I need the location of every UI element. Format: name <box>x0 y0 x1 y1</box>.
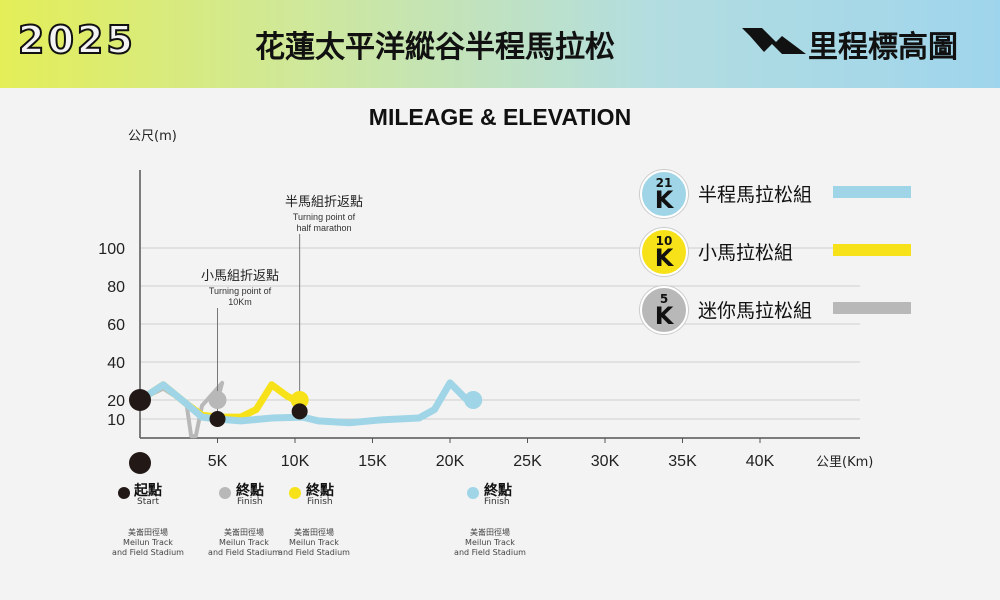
venue-line: 美崙田徑場 <box>470 528 510 537</box>
y-tick-label: 80 <box>107 279 125 296</box>
start-venue: 美崙田徑場 Meilun Track and Field Stadium <box>108 528 188 558</box>
y-tick-label: 10 <box>107 412 125 429</box>
venue-line: and Field Stadium <box>208 548 280 557</box>
finish-21k-label: 終點 <box>484 483 512 499</box>
start-label: 起點 <box>134 483 162 499</box>
legend-swatch <box>833 302 911 314</box>
turning-point-marker <box>291 403 308 420</box>
badge-k-text: K <box>654 186 674 214</box>
badge-top-text: 10 <box>655 234 673 248</box>
x-tick-label: 35K <box>668 453 697 470</box>
badge-top-text: 21 <box>655 176 673 190</box>
venue-line: 美崙田徑場 <box>128 528 168 537</box>
finish-10k-label: 終點 <box>306 483 334 499</box>
venue-line: 美崙田徑場 <box>294 528 334 537</box>
finish-21k-dot-icon <box>467 487 479 499</box>
badge-k-text: K <box>654 244 674 272</box>
x-axis-label: 公里(Km) <box>816 455 873 470</box>
finish-10k-dot-icon <box>289 487 301 499</box>
turning-point-marker <box>209 411 226 427</box>
badge-10k-icon: 10 K <box>640 228 688 276</box>
annotation-subtitle: Turning point of <box>293 212 356 222</box>
finish-10k-venue: 美崙田徑場 Meilun Track and Field Stadium <box>274 528 354 558</box>
legend-label: 半程馬拉松組 <box>698 184 813 206</box>
badge-21k-icon: 21 K <box>640 170 688 218</box>
event-year: 2025 <box>17 17 136 63</box>
lightning-bolt-icon <box>742 28 806 54</box>
finish-marker <box>208 391 227 409</box>
badge-k-text: K <box>654 302 674 330</box>
annotation-title: 半馬組折返點 <box>285 195 363 210</box>
chart-title: MILEAGE & ELEVATION <box>368 104 632 130</box>
legend-label: 迷你馬拉松組 <box>698 300 813 322</box>
y-tick-label: 40 <box>107 355 125 372</box>
venue-line: and Field Stadium <box>278 548 350 557</box>
venue-line: Meilun Track <box>123 538 173 547</box>
legend-swatch <box>833 186 911 198</box>
x-tick-label: 15K <box>358 453 387 470</box>
start-marker-below-axis <box>129 452 151 474</box>
x-tick-label: 25K <box>513 453 542 470</box>
finish-marker <box>290 391 309 409</box>
y-tick-label: 60 <box>107 317 125 334</box>
legend-item-21k: 21 K 半程馬拉松組 <box>640 170 920 218</box>
x-tick-label: 10K <box>281 453 310 470</box>
y-tick-label: 100 <box>98 241 125 258</box>
finish-5k-dot-icon <box>219 487 231 499</box>
badge-top-text: 5 <box>659 292 669 306</box>
finish-5k-venue: 美崙田徑場 Meilun Track and Field Stadium <box>204 528 284 558</box>
finish-marker <box>464 391 483 409</box>
venue-line: Meilun Track <box>219 538 269 547</box>
venue-line: Meilun Track <box>465 538 515 547</box>
annotation-subtitle: 10Km <box>228 297 252 307</box>
legend-item-10k: 10 K 小馬拉松組 <box>640 228 920 276</box>
race-name: 花蓮太平洋縱谷半程馬拉松 <box>255 30 615 65</box>
turning-point-marker <box>129 389 151 411</box>
legend-item-5k: 5 K 迷你馬拉松組 <box>640 286 920 334</box>
finish-21k-sub: Finish <box>484 497 510 507</box>
finish-10k-sub: Finish <box>307 497 333 507</box>
start-dot-icon <box>118 487 130 499</box>
finish-5k-label: 終點 <box>236 483 264 499</box>
y-tick-label: 20 <box>107 393 125 410</box>
annotation-title: 小馬組折返點 <box>201 269 279 284</box>
x-tick-label: 30K <box>591 453 620 470</box>
venue-line: and Field Stadium <box>454 548 526 557</box>
start-sub: Start <box>137 497 159 507</box>
header-banner: 2025 花蓮太平洋縱谷半程馬拉松 里程標高圖 <box>0 0 1000 88</box>
venue-line: 美崙田徑場 <box>224 528 264 537</box>
legend-label: 小馬拉松組 <box>698 242 794 264</box>
annotation-subtitle: Turning point of <box>209 286 272 296</box>
badge-5k-icon: 5 K <box>640 286 688 334</box>
legend-swatch <box>833 244 911 256</box>
y-axis-label: 公尺(m) <box>128 129 177 144</box>
venue-line: Meilun Track <box>289 538 339 547</box>
venue-line: and Field Stadium <box>112 548 184 557</box>
x-tick-label: 20K <box>436 453 465 470</box>
x-tick-label: 5K <box>208 453 228 470</box>
finish-21k-venue: 美崙田徑場 Meilun Track and Field Stadium <box>450 528 530 558</box>
x-tick-label: 40K <box>746 453 775 470</box>
map-title: 里程標高圖 <box>808 30 958 65</box>
finish-5k-sub: Finish <box>237 497 263 507</box>
annotation-subtitle: half marathon <box>296 223 351 233</box>
